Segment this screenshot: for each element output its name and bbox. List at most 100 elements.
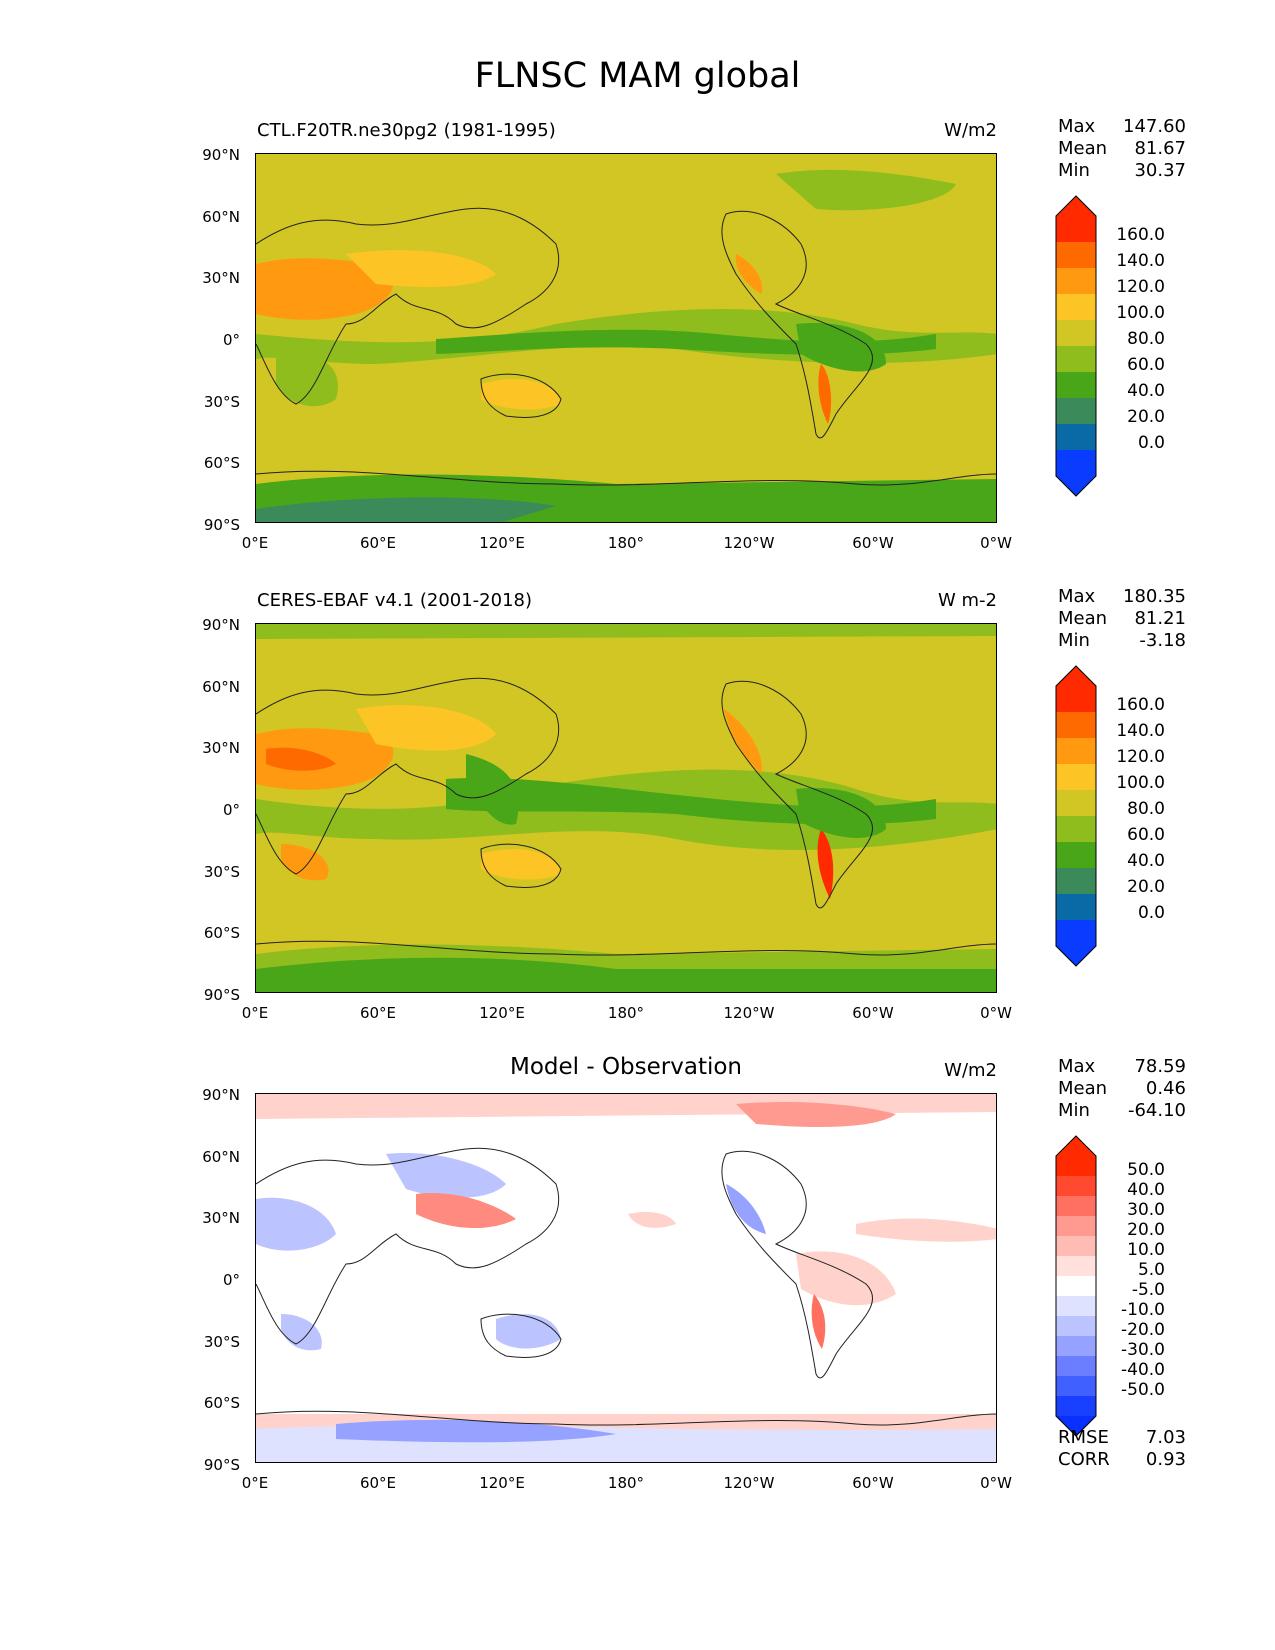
colorbar-segment: [1056, 816, 1096, 842]
map-plot: [255, 153, 997, 523]
map-fill-asia: [346, 250, 496, 287]
map-plot: [255, 1093, 997, 1463]
map-fill-australia: [481, 849, 561, 880]
panel-units: W/m2: [944, 120, 997, 141]
map-fill-australia: [481, 379, 561, 410]
colorbar-segment: [1056, 738, 1096, 764]
colorbar-outline: [1055, 1135, 1097, 1437]
colorbar-label: 40.0: [1127, 381, 1165, 401]
colorbar-segment: [1056, 1176, 1096, 1196]
lat-label: 30°N: [202, 269, 240, 287]
coastlines: [256, 1147, 996, 1426]
map-fill-andes: [817, 829, 834, 899]
lon-label: 0°E: [241, 1474, 269, 1492]
map-fill-antarctic-teal: [256, 497, 556, 522]
colorbar: [1055, 195, 1097, 501]
lon-label: 120°W: [723, 1004, 775, 1022]
stat-value: 78.59: [1134, 1056, 1186, 1077]
stats-block: Max 180.35 Mean 81.21 Min -3.18: [1058, 586, 1186, 652]
colorbar-label: -5.0: [1131, 1280, 1165, 1300]
colorbar-label: 40.0: [1127, 1180, 1165, 1200]
map-fill-andes: [811, 1294, 826, 1349]
colorbar-segment: [1056, 1196, 1096, 1216]
colorbar-label: 100.0: [1116, 773, 1165, 793]
colorbar-label: -30.0: [1121, 1340, 1165, 1360]
colorbar-top-extend: [1056, 196, 1096, 216]
colorbar-segment: [1056, 320, 1096, 346]
colorbar-label: 160.0: [1116, 225, 1165, 245]
map-fill-asia: [356, 705, 496, 751]
map-fill-sahara-core: [266, 747, 336, 771]
stat-label: CORR: [1058, 1449, 1110, 1470]
colorbar-label: 0.0: [1137, 903, 1165, 923]
stats-block: Max 147.60 Mean 81.67 Min 30.37: [1058, 116, 1186, 182]
panel-observation: CERES-EBAF v4.1 (2001-2018) W m-2: [0, 580, 1275, 1040]
lat-label: 60°N: [202, 1148, 240, 1166]
panel-units: W m-2: [937, 590, 997, 611]
colorbar-segment: [1056, 424, 1096, 450]
lat-label: 0°: [222, 331, 240, 349]
colorbar-svg: [1055, 195, 1097, 497]
colorbar-segment: [1056, 686, 1096, 712]
map-fill-arctic-red: [736, 1102, 896, 1127]
stat-value: 147.60: [1123, 116, 1186, 137]
colorbar-label: 30.0: [1127, 1200, 1165, 1220]
colorbar-label: 50.0: [1127, 1160, 1165, 1180]
colorbar-segment: [1056, 1236, 1096, 1256]
colorbar-label: 140.0: [1116, 251, 1165, 271]
lat-label: 30°S: [203, 1333, 240, 1351]
lat-label: 60°S: [203, 454, 240, 472]
map-fill-south-africa: [276, 353, 338, 407]
map-fill-atlantic-pink: [856, 1218, 996, 1242]
colorbar-label: -40.0: [1121, 1360, 1165, 1380]
lat-label: 30°N: [202, 739, 240, 757]
colorbar-label: 80.0: [1127, 329, 1165, 349]
stat-value: -64.10: [1127, 1100, 1186, 1121]
colorbar-svg: [1055, 1135, 1097, 1437]
colorbar-segment: [1056, 372, 1096, 398]
colorbar-svg: [1055, 665, 1097, 967]
colorbar-label: -10.0: [1121, 1300, 1165, 1320]
colorbar-segment: [1056, 790, 1096, 816]
lat-label: 60°S: [203, 924, 240, 942]
colorbar-outline: [1055, 665, 1097, 967]
panel-difference: Model - Observation W/m2: [0, 1050, 1275, 1510]
colorbar: [1055, 1135, 1097, 1441]
colorbar-label: 160.0: [1116, 695, 1165, 715]
lon-label: 60°E: [359, 1004, 397, 1022]
colorbar-segment: [1056, 1256, 1096, 1276]
colorbar-label: 60.0: [1127, 825, 1165, 845]
lat-label: 0°: [222, 1271, 240, 1289]
lat-label: 60°N: [202, 208, 240, 226]
stat-label: Min: [1058, 630, 1090, 651]
colorbar-label: 60.0: [1127, 355, 1165, 375]
lon-label: 0°E: [241, 1004, 269, 1022]
lon-label: 180°: [607, 534, 645, 552]
lon-label: 0°E: [241, 534, 269, 552]
lat-label: 90°S: [203, 516, 240, 534]
colorbar-segment: [1056, 346, 1096, 372]
map-fill-central-asia: [386, 1153, 506, 1198]
map-fill-north: [256, 624, 996, 639]
error-stats-block: RMSE 7.03 CORR 0.93: [1058, 1427, 1186, 1471]
colorbar-segment: [1056, 398, 1096, 424]
map-fill-mexico: [724, 709, 762, 774]
lon-label: 60°W: [852, 534, 894, 552]
map-fill-maritime: [466, 754, 519, 825]
map-fill-pacific-pink: [628, 1212, 676, 1228]
lat-label: 90°N: [202, 616, 240, 634]
colorbar-segment: [1056, 242, 1096, 268]
colorbar-outline: [1055, 195, 1097, 497]
map-fill-mexico: [735, 254, 763, 294]
map-fill-andes: [818, 364, 832, 424]
colorbar-bottom-extend: [1056, 476, 1096, 496]
colorbar-label: 140.0: [1116, 721, 1165, 741]
lon-label: 120°E: [479, 1474, 525, 1492]
colorbar-label: 20.0: [1127, 407, 1165, 427]
colorbar-segment: [1056, 712, 1096, 738]
lon-label: 120°E: [479, 534, 525, 552]
colorbar-segment: [1056, 268, 1096, 294]
stat-value: 0.93: [1145, 1449, 1186, 1470]
colorbar-segment: [1056, 1296, 1096, 1316]
lon-label: 0°W: [980, 534, 1012, 552]
